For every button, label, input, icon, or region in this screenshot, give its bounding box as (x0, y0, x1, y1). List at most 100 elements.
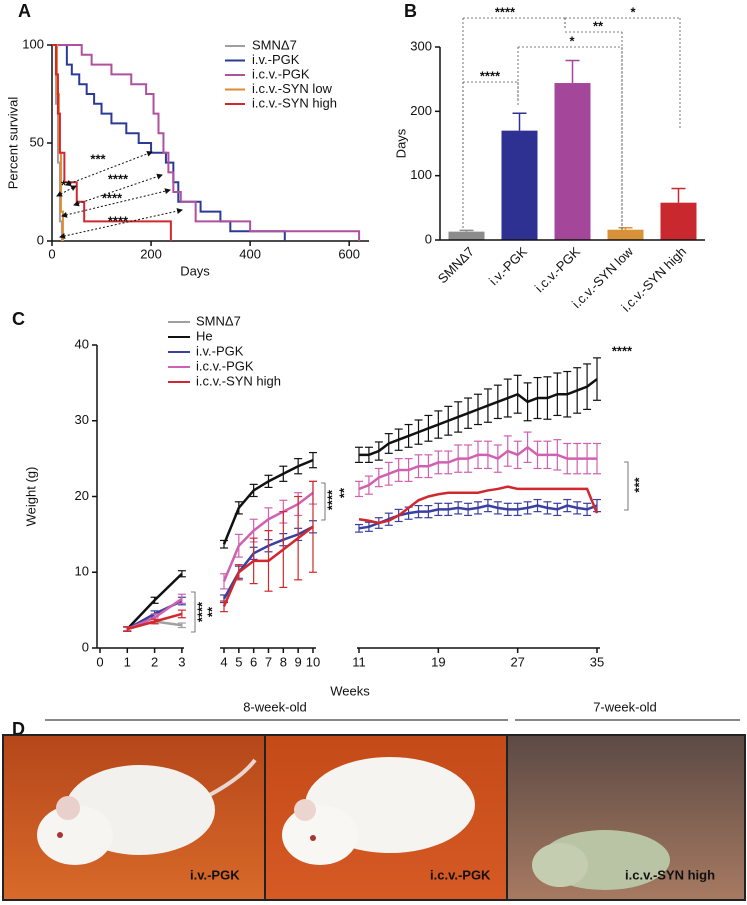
significance-label: ** (336, 487, 351, 498)
y-tick-label: 100 (410, 167, 432, 182)
y-axis-label: Percent survival (5, 97, 20, 190)
bracket (191, 591, 196, 633)
weight-line (358, 445, 598, 491)
weight-line (222, 525, 314, 607)
x-tick-label: 10 (306, 654, 320, 669)
weight-line (126, 612, 183, 631)
significance-label: **** (480, 68, 501, 83)
significance-label: ** (593, 18, 604, 33)
y-tick-label: 300 (410, 38, 432, 53)
y-axis-label: Days (393, 128, 408, 158)
y-tick-label: 40 (75, 336, 89, 351)
significance-label: **** (612, 343, 633, 358)
legend-label: SMNΔ7 (252, 37, 297, 52)
photo-label: i.c.v.-SYN high (625, 867, 715, 882)
x-tick-label: SMNΔ7 (435, 244, 477, 286)
significance-label: **** (108, 171, 129, 186)
legend-label: i.v.-PGK (196, 343, 244, 358)
x-tick-label: 19 (431, 654, 445, 669)
significance-label: **** (194, 601, 209, 622)
bracket (624, 461, 629, 511)
legend-label: i.c.v.-SYN low (252, 81, 333, 96)
x-tick-label: 600 (338, 246, 360, 261)
survival-line (52, 44, 286, 241)
significance-label: *** (90, 151, 106, 166)
legend-label: i.c.v.-PGK (196, 358, 254, 373)
survival-line (52, 44, 361, 241)
y-tick-label: 0 (82, 639, 89, 654)
weight-line (126, 572, 183, 630)
bracket (321, 482, 326, 521)
x-tick-label: 7 (265, 654, 272, 669)
x-tick-label: i.v.-PGK (486, 244, 530, 288)
x-axis-label: Days (180, 263, 210, 278)
y-tick-label: 200 (410, 103, 432, 118)
bar (660, 202, 697, 240)
x-tick-label: 5 (235, 654, 242, 669)
significance-label: *** (631, 476, 646, 492)
photo-label: i.v.-PGK (190, 867, 240, 882)
weight-line (358, 485, 599, 525)
x-tick-label: 0 (48, 246, 55, 261)
legend-label: SMNΔ7 (196, 313, 241, 328)
significance-label: ** (204, 606, 219, 617)
panel-label: B (404, 1, 417, 21)
x-tick-label: 2 (151, 654, 158, 669)
photo: i.v.-PGK (2, 734, 266, 901)
x-tick-label: 6 (250, 654, 257, 669)
x-tick-label: 400 (239, 246, 261, 261)
significance-label: * (630, 4, 636, 19)
significance-label: * (569, 33, 575, 48)
significance-label: ** (61, 177, 72, 192)
x-tick-label: 27 (510, 654, 524, 669)
panel-label: A (18, 1, 31, 21)
y-tick-label: 10 (75, 564, 89, 579)
x-tick-label: 3 (178, 654, 185, 669)
panel-label: C (12, 309, 25, 329)
comparison-arrow (65, 150, 153, 187)
photo: i.c.v.-SYN high (506, 734, 746, 901)
legend-label: i.v.-PGK (252, 52, 300, 67)
group-label: 7-week-old (593, 699, 657, 714)
y-tick-label: 0 (425, 231, 432, 246)
photo-label: i.c.v.-PGK (430, 867, 491, 882)
legend-label: i.c.v.-SYN high (196, 373, 281, 388)
y-tick-label: 20 (75, 488, 89, 503)
y-tick-label: 0 (37, 232, 44, 247)
x-tick-label: i.c.v.-PGK (532, 244, 584, 296)
weight-line (359, 378, 598, 457)
bar (554, 83, 591, 240)
panel-label: D (12, 719, 25, 739)
legend-label: i.c.v.-SYN high (252, 95, 337, 110)
x-tick-label: 11 (352, 654, 366, 669)
legend-label: i.c.v.-PGK (252, 66, 310, 81)
comparison-arrow (56, 185, 77, 197)
y-tick-label: 100 (22, 36, 44, 51)
significance-label: **** (102, 190, 123, 205)
significance-label: **** (324, 489, 339, 510)
y-tick-label: 50 (30, 134, 44, 149)
comparison-arrow (61, 188, 171, 218)
x-tick-label: 200 (140, 246, 162, 261)
y-tick-label: 30 (75, 412, 89, 427)
significance-label: **** (108, 213, 129, 228)
bar (501, 130, 538, 240)
legend-label: He (196, 328, 213, 343)
bar (448, 231, 485, 240)
x-tick-label: 8 (280, 654, 287, 669)
x-axis-label: Weeks (330, 683, 370, 698)
x-tick-label: 1 (124, 654, 131, 669)
significance-label: **** (495, 4, 516, 19)
x-tick-label: 0 (96, 654, 103, 669)
x-tick-label: 9 (295, 654, 302, 669)
group-label: 8-week-old (243, 699, 307, 714)
x-tick-label: 4 (220, 654, 227, 669)
x-tick-label: 35 (590, 654, 604, 669)
comparison-arrow (59, 208, 183, 239)
comparison-arrow (73, 173, 163, 207)
photo: i.c.v.-PGK (264, 734, 508, 901)
y-axis-label: Weight (g) (23, 467, 38, 527)
weight-line (222, 458, 314, 545)
